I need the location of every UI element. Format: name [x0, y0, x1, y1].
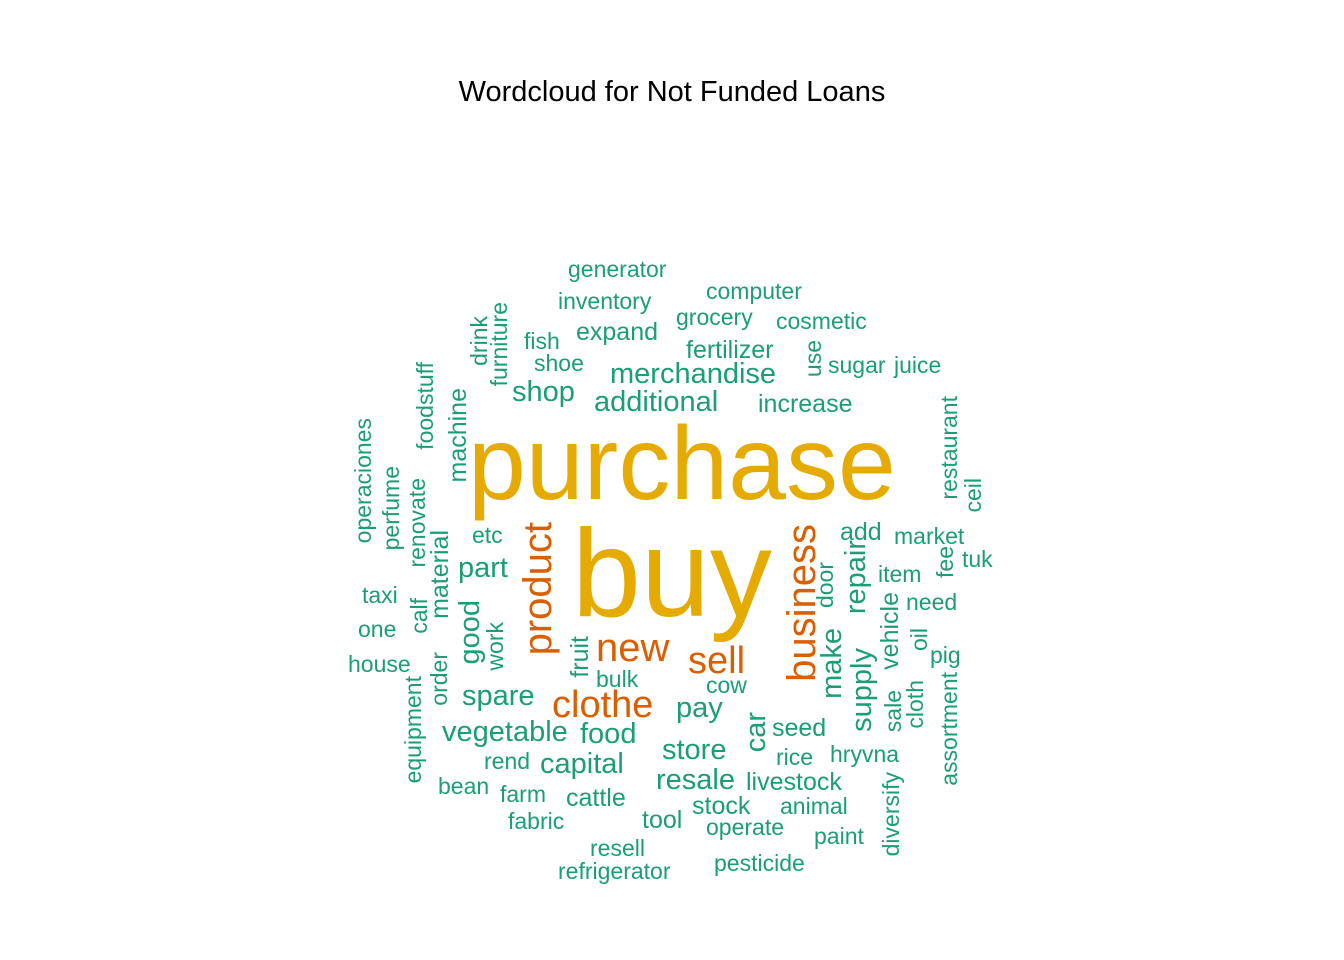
- word-merchandise: merchandise: [610, 360, 776, 389]
- word-food: food: [580, 720, 636, 749]
- word-computer: computer: [706, 280, 802, 303]
- word-paint: paint: [814, 825, 864, 848]
- word-shop: shop: [512, 378, 575, 407]
- word-additional: additional: [594, 388, 718, 417]
- word-ceil: ceil: [962, 478, 985, 513]
- word-product: product: [518, 522, 558, 655]
- word-make: make: [818, 628, 847, 699]
- word-pig: pig: [930, 644, 961, 667]
- word-need: need: [906, 591, 957, 614]
- word-juice: juice: [894, 354, 941, 377]
- word-tool: tool: [642, 808, 682, 833]
- word-door: door: [814, 562, 837, 608]
- word-operate: operate: [706, 816, 784, 839]
- word-work: work: [484, 622, 507, 671]
- word-livestock: livestock: [746, 770, 842, 795]
- word-market: market: [894, 525, 964, 548]
- word-seed: seed: [772, 716, 826, 741]
- word-car: car: [742, 712, 771, 752]
- word-diversify: diversify: [880, 772, 903, 856]
- word-fee: fee: [934, 546, 957, 578]
- word-oil: oil: [908, 628, 931, 651]
- word-perfume: perfume: [380, 466, 403, 550]
- word-bulk: bulk: [596, 668, 638, 691]
- word-foodstuff: foodstuff: [414, 362, 437, 450]
- word-bean: bean: [438, 775, 489, 798]
- word-resell: resell: [590, 837, 645, 860]
- word-pay: pay: [676, 694, 723, 723]
- word-expand: expand: [576, 320, 658, 345]
- word-assortment: assortment: [938, 672, 961, 786]
- word-new: new: [596, 628, 669, 668]
- word-calf: calf: [408, 598, 431, 634]
- word-good: good: [456, 600, 485, 665]
- word-spare: spare: [462, 682, 535, 711]
- word-cloth: cloth: [904, 680, 927, 729]
- word-fertilizer: fertilizer: [686, 338, 774, 363]
- word-taxi: taxi: [362, 584, 398, 607]
- word-pesticide: pesticide: [714, 852, 805, 875]
- word-furniture: furniture: [488, 302, 511, 386]
- word-etc: etc: [472, 524, 503, 547]
- word-increase: increase: [758, 392, 853, 417]
- word-vehicle: vehicle: [878, 592, 903, 670]
- word-sugar: sugar: [828, 354, 886, 377]
- word-purchase: purchase: [468, 412, 896, 516]
- word-cosmetic: cosmetic: [776, 310, 867, 333]
- word-generator: generator: [568, 258, 666, 281]
- word-renovate: renovate: [406, 478, 429, 568]
- word-fabric: fabric: [508, 810, 564, 833]
- word-order: order: [428, 652, 451, 706]
- word-cow: cow: [706, 674, 747, 697]
- word-cattle: cattle: [566, 786, 626, 811]
- word-grocery: grocery: [676, 306, 753, 329]
- word-restaurant: restaurant: [938, 396, 961, 500]
- word-hryvna: hryvna: [830, 743, 899, 766]
- word-equipment: equipment: [402, 676, 425, 783]
- word-refrigerator: refrigerator: [558, 860, 670, 883]
- word-add: add: [840, 520, 882, 545]
- word-use: use: [802, 340, 825, 377]
- word-buy: buy: [572, 512, 772, 636]
- word-rend: rend: [484, 750, 530, 773]
- word-fruit: fruit: [568, 636, 593, 678]
- word-house: house: [348, 653, 411, 676]
- word-capital: capital: [540, 750, 624, 779]
- word-store: store: [662, 736, 726, 765]
- word-part: part: [458, 554, 508, 583]
- word-farm: farm: [500, 783, 546, 806]
- word-rice: rice: [776, 746, 813, 769]
- word-inventory: inventory: [558, 290, 651, 313]
- word-resale: resale: [656, 766, 735, 795]
- word-one: one: [358, 618, 396, 641]
- word-repair: repair: [842, 540, 871, 614]
- word-supply: supply: [848, 648, 877, 732]
- word-shoe: shoe: [534, 352, 584, 375]
- word-item: item: [878, 563, 921, 586]
- word-operaciones: operaciones: [352, 418, 375, 543]
- word-machine: machine: [446, 388, 471, 483]
- word-tuk: tuk: [962, 548, 993, 571]
- word-animal: animal: [780, 795, 848, 818]
- word-vegetable: vegetable: [442, 718, 568, 747]
